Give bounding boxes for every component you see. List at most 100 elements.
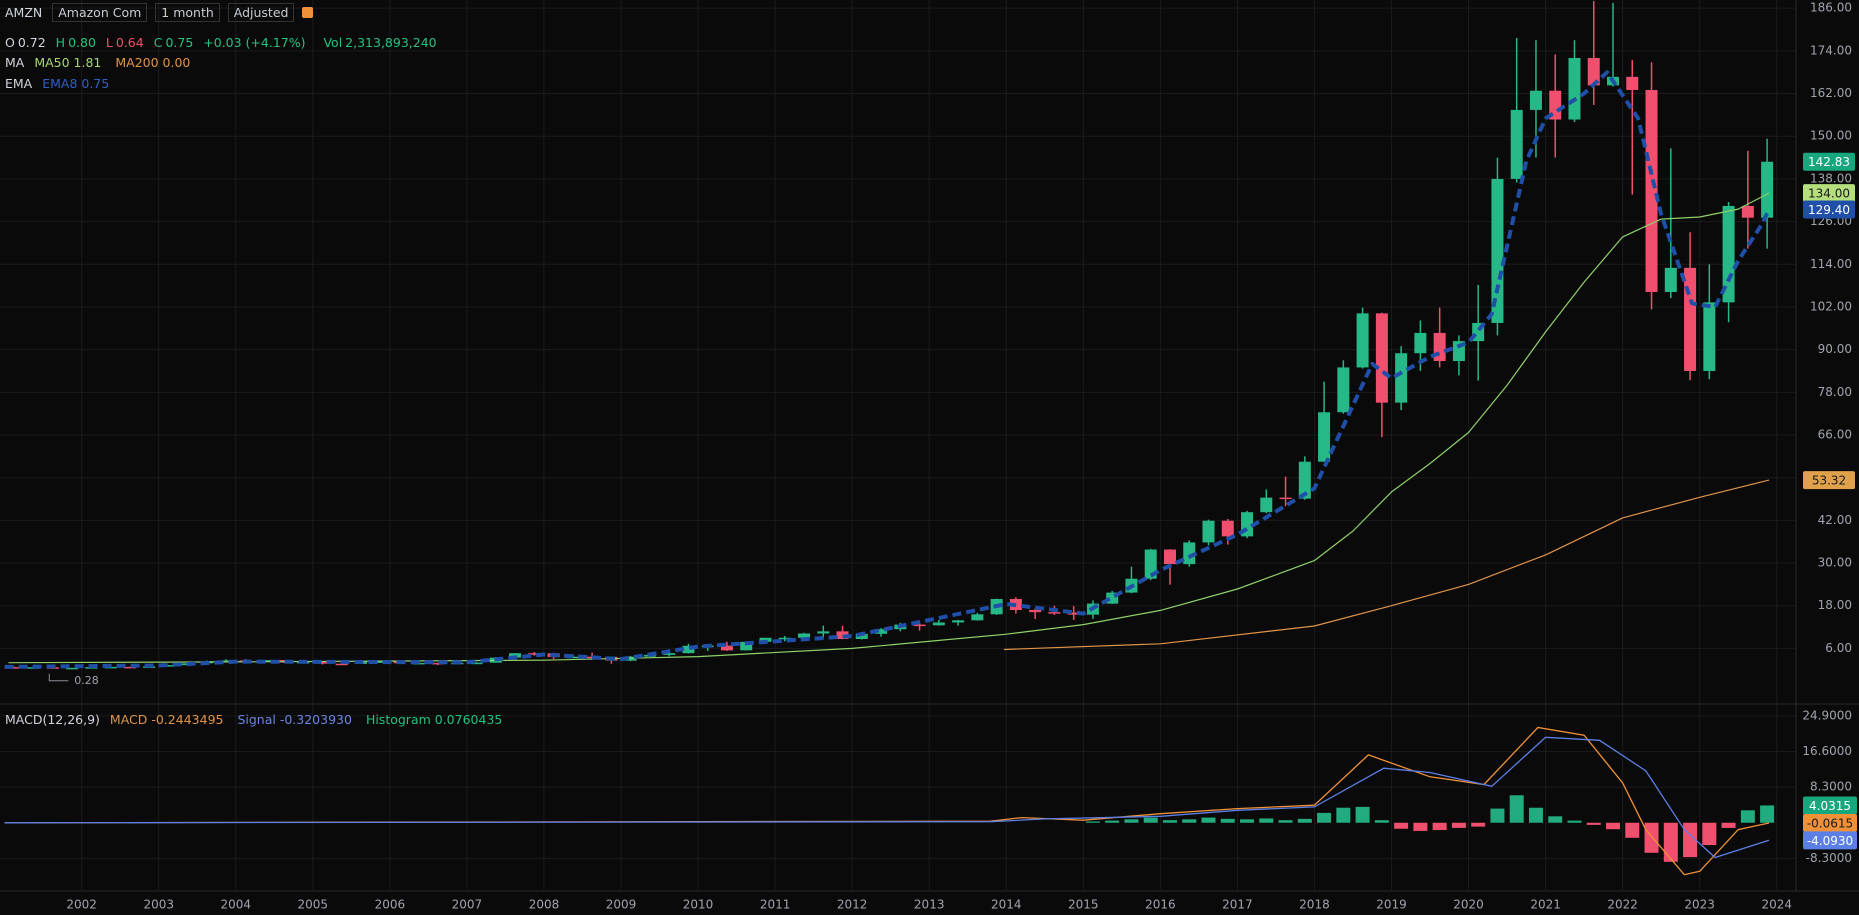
histogram-bar bbox=[1451, 822, 1466, 828]
ma200-value: MA200 0.00 bbox=[115, 55, 191, 70]
x-tick-label: 2004 bbox=[220, 898, 251, 912]
ma50-value: MA50 1.81 bbox=[34, 55, 102, 70]
open-label: O bbox=[5, 35, 15, 50]
close: 0.75 bbox=[165, 35, 194, 50]
histogram-bar bbox=[1548, 816, 1563, 823]
candle-body bbox=[1356, 313, 1369, 368]
histogram-bar bbox=[1644, 822, 1659, 853]
candle-body bbox=[875, 629, 888, 634]
x-tick-label: 2018 bbox=[1299, 898, 1330, 912]
histogram-bar bbox=[1259, 818, 1274, 823]
ohlc-legend: O 0.72 H 0.80 L 0.64 C 0.75 +0.03 (+4.17%) V… bbox=[5, 35, 443, 50]
y-tick-label: 78.00 bbox=[1818, 385, 1852, 399]
ma-legend: MA MA50 1.81 MA200 0.00 bbox=[5, 55, 196, 70]
candle-body bbox=[8, 667, 21, 669]
candle-body bbox=[1529, 90, 1542, 110]
y-tick-label: 30.00 bbox=[1818, 556, 1852, 570]
candle-body bbox=[66, 667, 79, 670]
histogram-bar bbox=[1586, 822, 1601, 825]
price-badge bbox=[1803, 471, 1855, 490]
histogram-bar bbox=[1374, 820, 1389, 823]
candle-body bbox=[759, 637, 772, 642]
candle-body bbox=[1703, 302, 1716, 371]
histogram-bar bbox=[1606, 822, 1621, 830]
candle-body bbox=[1298, 461, 1311, 499]
histogram-bar bbox=[1663, 822, 1678, 862]
macd-legend: MACD(12,26,9) MACD -0.2443495 Signal -0.… bbox=[5, 712, 508, 727]
candle-body bbox=[1568, 57, 1581, 120]
open: 0.72 bbox=[17, 35, 46, 50]
volume-label: Vol bbox=[323, 35, 343, 50]
histogram-bar bbox=[1760, 805, 1775, 823]
y-tick-label: 18.00 bbox=[1818, 598, 1852, 612]
histogram-bar bbox=[1105, 820, 1120, 823]
y-tick-label: 174.00 bbox=[1810, 43, 1852, 57]
y-tick-label: 102.00 bbox=[1810, 299, 1852, 313]
histogram-bar bbox=[1528, 807, 1543, 823]
value-badge-label: -0.0615 bbox=[1807, 817, 1853, 831]
candle-body bbox=[1414, 332, 1427, 354]
company-name[interactable]: Amazon Com bbox=[52, 3, 148, 22]
high-label: H bbox=[55, 35, 66, 50]
candle-body bbox=[1144, 549, 1157, 579]
y-tick-label: -8.3000 bbox=[1806, 851, 1852, 865]
menu-icon[interactable] bbox=[302, 7, 314, 18]
histogram-bar bbox=[1625, 822, 1640, 838]
candle-body bbox=[798, 633, 811, 638]
candle-body bbox=[509, 653, 522, 658]
x-tick-label: 2011 bbox=[760, 898, 791, 912]
candle-body bbox=[1395, 353, 1408, 403]
candle-body bbox=[1260, 497, 1273, 513]
y-tick-label: 186.00 bbox=[1810, 1, 1852, 15]
candle-body bbox=[663, 653, 676, 655]
price-badge-label: 134.00 bbox=[1808, 187, 1850, 201]
ema-label: EMA bbox=[5, 76, 33, 91]
histogram-bar bbox=[1471, 822, 1486, 827]
histogram-bar bbox=[1509, 795, 1524, 823]
price-badge bbox=[1803, 200, 1855, 219]
x-tick-label: 2010 bbox=[683, 898, 714, 912]
x-tick-label: 2013 bbox=[914, 898, 945, 912]
histogram-bar bbox=[1567, 820, 1582, 823]
candle-body bbox=[1684, 267, 1697, 371]
ema-line bbox=[4, 70, 1771, 669]
candle-body bbox=[162, 665, 175, 667]
macd-line bbox=[4, 736, 1770, 859]
low: 0.64 bbox=[115, 35, 144, 50]
histogram-bar bbox=[1278, 820, 1293, 823]
candle-body bbox=[1279, 497, 1292, 500]
histogram-value: Histogram 0.0760435 bbox=[365, 712, 503, 727]
x-tick-label: 2014 bbox=[991, 898, 1022, 912]
candle-body bbox=[528, 653, 541, 655]
x-tick-label: 2002 bbox=[66, 898, 97, 912]
macd-line bbox=[4, 726, 1770, 876]
volume: 2,313,893,240 bbox=[345, 35, 437, 50]
x-tick-label: 2016 bbox=[1145, 898, 1176, 912]
x-tick-label: 2008 bbox=[529, 898, 560, 912]
candle-body bbox=[1337, 367, 1350, 413]
y-tick-label: 114.00 bbox=[1810, 257, 1852, 271]
y-tick-label: 90.00 bbox=[1818, 342, 1852, 356]
interval[interactable]: 1 month bbox=[155, 3, 220, 22]
ma-label: MA bbox=[5, 55, 25, 70]
macd-value: MACD -0.2443495 bbox=[109, 712, 224, 727]
histogram-bar bbox=[1240, 819, 1255, 823]
adjustment[interactable]: Adjusted bbox=[227, 3, 295, 22]
histogram-bar bbox=[1297, 818, 1312, 823]
candle-body bbox=[1491, 178, 1504, 323]
candle-body bbox=[1587, 57, 1600, 86]
value-badge bbox=[1803, 796, 1857, 815]
histogram-bar bbox=[1336, 807, 1351, 823]
y-tick-label: 42.00 bbox=[1818, 513, 1852, 527]
y-tick-label: 138.00 bbox=[1810, 171, 1852, 185]
candle-body bbox=[1318, 412, 1331, 462]
histogram-bar bbox=[1432, 822, 1447, 831]
histogram-bar bbox=[1143, 817, 1158, 823]
histogram-bar bbox=[1490, 808, 1505, 823]
x-tick-label: 2015 bbox=[1068, 898, 1099, 912]
price-badge bbox=[1803, 184, 1855, 203]
histogram-bar bbox=[1721, 822, 1736, 828]
symbol[interactable]: AMZN bbox=[5, 5, 43, 20]
y-tick-label: 16.6000 bbox=[1802, 744, 1852, 758]
